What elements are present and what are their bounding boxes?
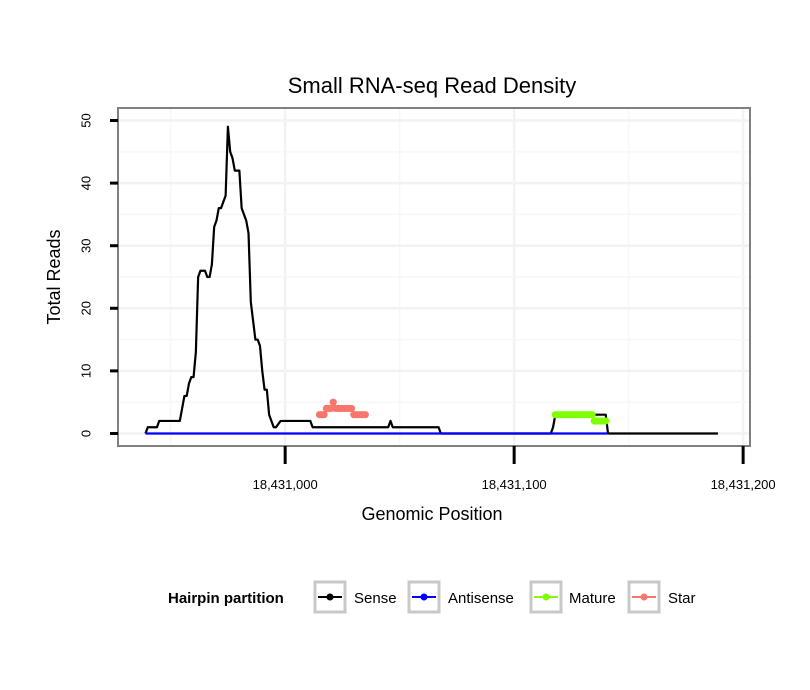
series-layer xyxy=(144,125,718,435)
legend-label-antisense: Antisense xyxy=(448,590,514,607)
series-point-star xyxy=(320,411,328,419)
y-tick-label: 0 xyxy=(78,430,93,437)
legend-key-point xyxy=(326,593,334,601)
y-tick-label: 50 xyxy=(78,113,93,127)
legend-key-point xyxy=(420,593,428,601)
legend-key-point xyxy=(640,593,648,601)
chart-title: Small RNA-seq Read Density xyxy=(288,73,577,98)
legend: Hairpin partition Sense Antisense Mature St… xyxy=(168,580,696,614)
y-tick-label: 20 xyxy=(78,301,93,315)
x-axis: 18,431,000 18,431,100 18,431,200 xyxy=(253,446,776,492)
series-line-sense xyxy=(144,125,718,435)
y-tick-label: 30 xyxy=(78,238,93,252)
series-point-star xyxy=(347,404,356,413)
legend-title: Hairpin partition xyxy=(168,590,284,607)
grid xyxy=(118,108,750,446)
series-point-mature xyxy=(602,417,610,425)
legend-label-star: Star xyxy=(668,590,696,607)
x-tick-label: 18,431,200 xyxy=(711,477,776,492)
plot-border xyxy=(117,107,751,447)
y-tick-label: 40 xyxy=(78,176,93,190)
legend-label-sense: Sense xyxy=(354,590,397,607)
x-axis-title: Genomic Position xyxy=(361,504,502,524)
legend-key-point xyxy=(542,593,550,601)
y-tick-label: 10 xyxy=(78,364,93,378)
series-point-star xyxy=(361,411,369,419)
series-point-mature xyxy=(588,411,596,419)
legend-label-mature: Mature xyxy=(569,590,616,607)
series-point-star xyxy=(329,398,337,406)
y-axis: 0 10 20 30 40 50 xyxy=(78,113,118,437)
x-tick-label: 18,431,100 xyxy=(482,477,547,492)
y-axis-title: Total Reads xyxy=(44,229,64,324)
x-tick-label: 18,431,000 xyxy=(253,477,318,492)
